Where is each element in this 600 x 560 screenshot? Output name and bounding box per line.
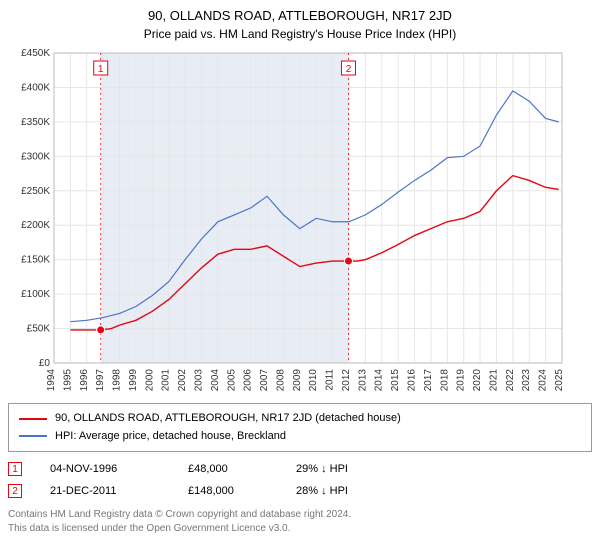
svg-text:1: 1 xyxy=(98,64,104,75)
legend-swatch xyxy=(19,435,47,437)
svg-text:2015: 2015 xyxy=(390,369,401,392)
svg-text:1994: 1994 xyxy=(46,369,57,392)
svg-text:1996: 1996 xyxy=(79,369,90,392)
svg-text:2002: 2002 xyxy=(177,369,188,392)
legend-label: 90, OLLANDS ROAD, ATTLEBOROUGH, NR17 2JD… xyxy=(55,410,401,428)
svg-text:2: 2 xyxy=(346,64,352,75)
svg-text:2009: 2009 xyxy=(292,369,303,392)
svg-text:2019: 2019 xyxy=(456,369,467,392)
svg-text:2001: 2001 xyxy=(161,369,172,392)
svg-text:£50K: £50K xyxy=(27,324,51,335)
svg-text:£350K: £350K xyxy=(21,117,50,128)
svg-text:2003: 2003 xyxy=(193,369,204,392)
svg-text:2024: 2024 xyxy=(538,369,549,392)
svg-text:1995: 1995 xyxy=(62,369,73,392)
svg-text:2000: 2000 xyxy=(144,369,155,392)
legend-swatch xyxy=(19,418,47,420)
svg-text:1999: 1999 xyxy=(128,369,139,392)
footnote: Contains HM Land Registry data © Crown c… xyxy=(8,508,592,536)
svg-text:2012: 2012 xyxy=(341,369,352,392)
svg-text:£200K: £200K xyxy=(21,220,50,231)
sale-delta: 29% ↓ HPI xyxy=(296,463,348,475)
sale-date: 04-NOV-1996 xyxy=(50,463,160,475)
sales-table: 1 04-NOV-1996 £48,000 29% ↓ HPI 2 21-DEC-2011… xyxy=(8,458,592,502)
svg-text:2022: 2022 xyxy=(505,369,516,392)
svg-text:2023: 2023 xyxy=(521,369,532,392)
svg-text:1998: 1998 xyxy=(112,369,123,392)
svg-text:£450K: £450K xyxy=(21,48,50,59)
svg-text:2008: 2008 xyxy=(275,369,286,392)
chart-svg: £0 £50K £100K £150K £200K £250K £300K £350K £400… xyxy=(8,47,568,397)
sale-marker-icon: 2 xyxy=(8,484,22,498)
svg-text:£100K: £100K xyxy=(21,289,50,300)
svg-text:2011: 2011 xyxy=(325,369,336,391)
svg-text:2017: 2017 xyxy=(423,369,434,392)
svg-text:£150K: £150K xyxy=(21,255,50,266)
svg-text:£250K: £250K xyxy=(21,186,50,197)
sale-row: 2 21-DEC-2011 £148,000 28% ↓ HPI xyxy=(8,480,592,502)
sale-date: 21-DEC-2011 xyxy=(50,485,160,497)
footnote-line1: Contains HM Land Registry data © Crown c… xyxy=(8,508,592,522)
svg-text:2010: 2010 xyxy=(308,369,319,392)
svg-text:2021: 2021 xyxy=(488,369,499,392)
svg-text:2014: 2014 xyxy=(374,369,385,392)
svg-text:1997: 1997 xyxy=(95,369,106,392)
legend: 90, OLLANDS ROAD, ATTLEBOROUGH, NR17 2JD… xyxy=(8,403,592,452)
page-title: 90, OLLANDS ROAD, ATTLEBOROUGH, NR17 2JD xyxy=(8,8,592,23)
sale-row: 1 04-NOV-1996 £48,000 29% ↓ HPI xyxy=(8,458,592,480)
legend-row: 90, OLLANDS ROAD, ATTLEBOROUGH, NR17 2JD… xyxy=(19,410,581,428)
legend-row: HPI: Average price, detached house, Brec… xyxy=(19,428,581,446)
svg-text:2005: 2005 xyxy=(226,369,237,392)
legend-label: HPI: Average price, detached house, Brec… xyxy=(55,428,286,446)
svg-text:£300K: £300K xyxy=(21,151,50,162)
svg-text:£400K: £400K xyxy=(21,82,50,93)
svg-text:2006: 2006 xyxy=(243,369,254,392)
sale-price: £48,000 xyxy=(188,463,268,475)
svg-text:2004: 2004 xyxy=(210,369,221,392)
svg-text:£0: £0 xyxy=(39,358,51,369)
svg-text:2013: 2013 xyxy=(357,369,368,392)
price-chart: £0 £50K £100K £150K £200K £250K £300K £350K £400… xyxy=(8,47,592,397)
page-subtitle: Price paid vs. HM Land Registry's House … xyxy=(8,27,592,41)
svg-text:2007: 2007 xyxy=(259,369,270,392)
svg-text:2018: 2018 xyxy=(439,369,450,392)
sale-marker-icon: 1 xyxy=(8,462,22,476)
svg-text:2016: 2016 xyxy=(407,369,418,392)
svg-text:2025: 2025 xyxy=(554,369,565,392)
sale-delta: 28% ↓ HPI xyxy=(296,485,348,497)
svg-text:2020: 2020 xyxy=(472,369,483,392)
sale-price: £148,000 xyxy=(188,485,268,497)
footnote-line2: This data is licensed under the Open Gov… xyxy=(8,522,592,536)
